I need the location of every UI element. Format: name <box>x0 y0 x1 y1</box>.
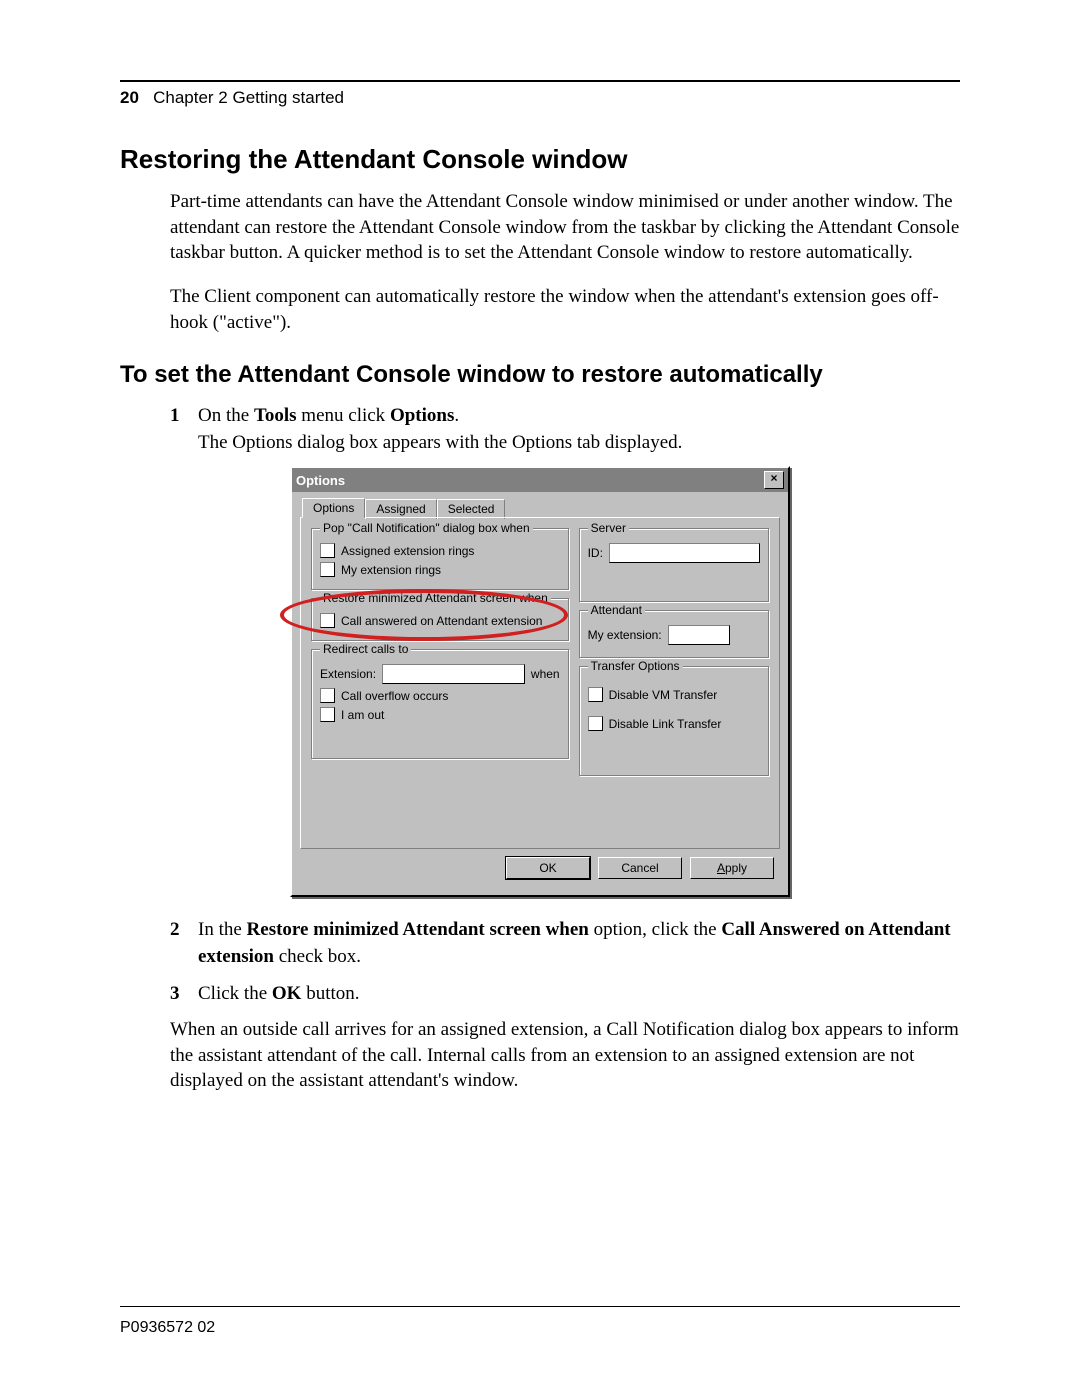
dialog-body: Options Assigned Selected Pop "Call Noti… <box>292 492 788 895</box>
step-2-frag-c: option, click the <box>589 919 721 940</box>
page: 20 Chapter 2 Getting started Restoring t… <box>0 0 1080 1397</box>
dialog-titlebar[interactable]: Options × <box>292 468 788 492</box>
step-3-number: 3 <box>170 981 198 1008</box>
group-pop-title: Pop "Call Notification" dialog box when <box>320 521 533 535</box>
step-1-text: On the Tools menu click Options. The Opt… <box>198 403 960 456</box>
step-3-frag-b: OK <box>272 983 302 1004</box>
options-dialog: Options × Options Assigned Selected Pop <box>290 466 790 897</box>
header-rule <box>120 80 960 82</box>
heading-to-set: To set the Attendant Console window to r… <box>120 361 960 389</box>
step-2-frag-e: check box. <box>274 946 361 967</box>
chk-iamout-row: I am out <box>320 707 560 722</box>
page-number: 20 <box>120 88 139 107</box>
redirect-ext-row: Extension: when <box>320 664 560 684</box>
chk-iamout[interactable] <box>320 707 335 722</box>
step-1-frag-c: menu click <box>297 405 390 426</box>
chk-call-answered-row: Call answered on Attendant extension <box>320 613 560 628</box>
heading-restoring: Restoring the Attendant Console window <box>120 144 960 175</box>
group-pop-notification: Pop "Call Notification" dialog box when … <box>311 528 569 590</box>
step-1-line2: The Options dialog box appears with the … <box>198 432 682 453</box>
closing-para: When an outside call arrives for an assi… <box>170 1017 960 1094</box>
step-1: 1 On the Tools menu click Options. The O… <box>170 403 960 456</box>
group-redirect-title: Redirect calls to <box>320 642 411 656</box>
chk-disable-link-label: Disable Link Transfer <box>609 717 722 731</box>
chk-assigned-ext-rings-label: Assigned extension rings <box>341 544 474 558</box>
close-icon[interactable]: × <box>764 471 784 489</box>
step-3-text: Click the OK button. <box>198 981 960 1008</box>
step-1-frag-e: . <box>454 405 459 426</box>
intro-para-2: The Client component can automatically r… <box>170 284 960 335</box>
step-1-number: 1 <box>170 403 198 456</box>
chapter-label <box>144 88 153 107</box>
redirect-ext-input[interactable] <box>382 664 525 684</box>
chk-disable-vm[interactable] <box>588 687 603 702</box>
footer-rule <box>120 1306 960 1307</box>
server-id-label: ID: <box>588 546 603 560</box>
chk-disable-vm-row: Disable VM Transfer <box>588 687 760 702</box>
group-server-title: Server <box>588 521 629 535</box>
chk-assigned-ext-rings[interactable] <box>320 543 335 558</box>
apply-button[interactable]: Apply <box>690 857 774 879</box>
tab-options[interactable]: Options <box>302 498 365 518</box>
cancel-button[interactable]: Cancel <box>598 857 682 879</box>
chk-call-answered[interactable] <box>320 613 335 628</box>
group-restore-minimized: Restore minimized Attendant screen when … <box>311 598 569 641</box>
chapter-title: Chapter 2 Getting started <box>153 88 344 107</box>
step-2-text: In the Restore minimized Attendant scree… <box>198 917 960 970</box>
group-server: Server ID: <box>579 528 769 602</box>
group-attendant-title: Attendant <box>588 603 645 617</box>
chk-overflow-label: Call overflow occurs <box>341 689 448 703</box>
intro-para-1: Part-time attendants can have the Attend… <box>170 189 960 266</box>
redirect-ext-label: Extension: <box>320 667 376 681</box>
group-attendant: Attendant My extension: <box>579 610 769 658</box>
group-transfer-title: Transfer Options <box>588 659 683 673</box>
attendant-ext-label: My extension: <box>588 628 662 642</box>
tab-assigned[interactable]: Assigned <box>365 499 436 519</box>
step-3: 3 Click the OK button. <box>170 981 960 1008</box>
tab-selected[interactable]: Selected <box>437 499 506 519</box>
tab-strip: Options Assigned Selected <box>300 498 780 518</box>
server-id-row: ID: <box>588 543 760 563</box>
group-restore-title: Restore minimized Attendant screen when <box>320 591 551 605</box>
step-2-frag-b: Restore minimized Attendant screen when <box>247 919 589 940</box>
step-3-frag-c: button. <box>301 983 359 1004</box>
dialog-title: Options <box>296 473 345 488</box>
chk-call-answered-label: Call answered on Attendant extension <box>341 614 542 628</box>
footer-text: P0936572 02 <box>120 1319 215 1337</box>
chk-overflow[interactable] <box>320 688 335 703</box>
step-1-frag-d: Options <box>390 405 454 426</box>
page-header: 20 Chapter 2 Getting started <box>120 88 960 108</box>
redirect-when-label: when <box>531 667 560 681</box>
step-1-frag-a: On the <box>198 405 254 426</box>
ok-button[interactable]: OK <box>506 857 590 879</box>
chk-disable-link[interactable] <box>588 716 603 731</box>
attendant-ext-input[interactable] <box>668 625 730 645</box>
chk-assigned-ext-rings-row: Assigned extension rings <box>320 543 560 558</box>
chk-my-ext-rings-label: My extension rings <box>341 563 441 577</box>
chk-my-ext-rings-row: My extension rings <box>320 562 560 577</box>
step-2-number: 2 <box>170 917 198 970</box>
group-redirect: Redirect calls to Extension: when Call o… <box>311 649 569 759</box>
options-dialog-figure: Options × Options Assigned Selected Pop <box>290 466 790 897</box>
chk-disable-link-row: Disable Link Transfer <box>588 716 760 731</box>
chk-my-ext-rings[interactable] <box>320 562 335 577</box>
chk-iamout-label: I am out <box>341 708 384 722</box>
dialog-button-row: OK Cancel Apply <box>300 849 780 887</box>
server-id-input[interactable] <box>609 543 760 563</box>
tab-panel-options: Pop "Call Notification" dialog box when … <box>300 517 780 849</box>
step-3-frag-a: Click the <box>198 983 272 1004</box>
step-1-frag-b: Tools <box>254 405 297 426</box>
group-transfer: Transfer Options Disable VM Transfer Dis… <box>579 666 769 776</box>
step-2-frag-a: In the <box>198 919 247 940</box>
attendant-ext-row: My extension: <box>588 625 760 645</box>
step-2: 2 In the Restore minimized Attendant scr… <box>170 917 960 970</box>
chk-disable-vm-label: Disable VM Transfer <box>609 688 718 702</box>
chk-overflow-row: Call overflow occurs <box>320 688 560 703</box>
